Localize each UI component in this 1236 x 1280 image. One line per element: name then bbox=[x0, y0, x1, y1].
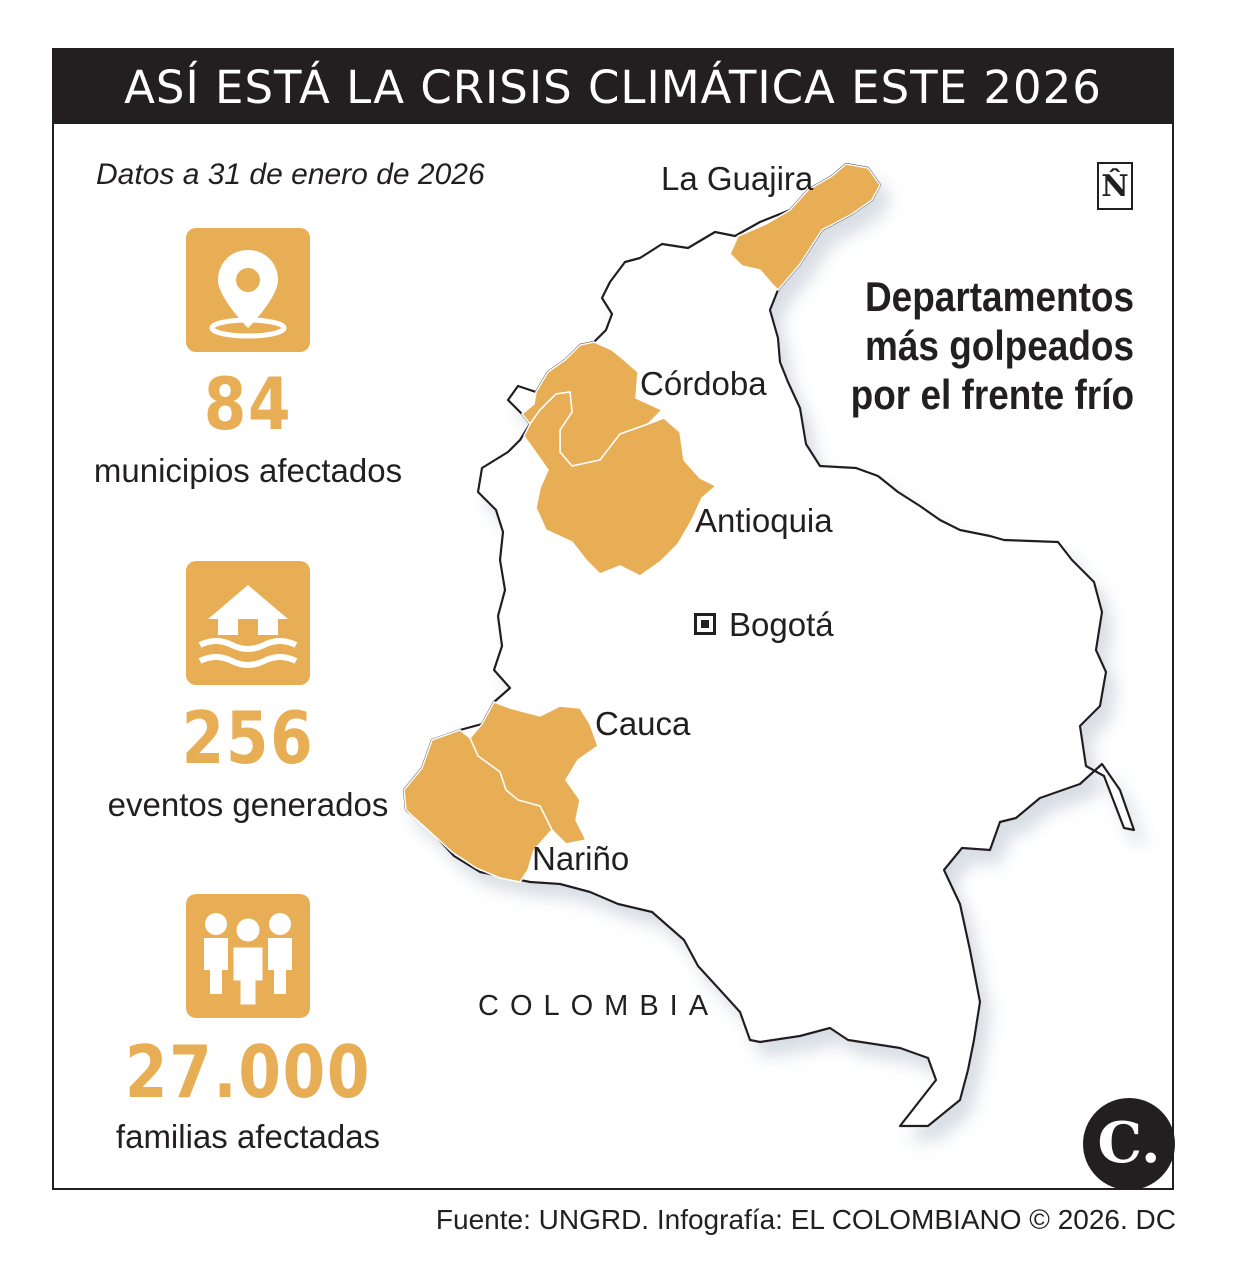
eventos-label: eventos generados bbox=[107, 786, 389, 823]
date-note: Datos a 31 de enero de 2026 bbox=[96, 158, 485, 191]
infographic-title: ASÍ ESTÁ LA CRISIS CLIMÁTICA ESTE 2026 bbox=[124, 60, 1102, 114]
label-cauca: Cauca bbox=[595, 705, 691, 742]
municipios-label: municipios afectados bbox=[93, 452, 403, 489]
source-credit: Fuente: UNGRD. Infografía: EL COLOMBIANO… bbox=[435, 1204, 1176, 1235]
department-narino bbox=[403, 729, 553, 883]
title-bar: ASÍ ESTÁ LA CRISIS CLIMÁTICA ESTE 2026 bbox=[54, 50, 1172, 124]
north-arrow-icon: N̂ bbox=[1097, 162, 1133, 210]
eventos-value: 256 bbox=[181, 696, 315, 780]
familias-label: familias afectadas bbox=[115, 1118, 381, 1155]
map-headline: Departamentos más golpeados por el frent… bbox=[851, 272, 1134, 419]
municipios-value: 84 bbox=[203, 362, 293, 446]
label-la-guajira: La Guajira bbox=[661, 160, 814, 197]
department-la-guajira bbox=[729, 163, 881, 292]
people-group-icon bbox=[186, 894, 310, 1018]
label-cordoba: Córdoba bbox=[640, 365, 767, 402]
familias-value: 27.000 bbox=[124, 1030, 372, 1114]
label-bogota: Bogotá bbox=[729, 606, 834, 643]
flooded-house-icon bbox=[186, 561, 310, 685]
location-pin-icon bbox=[186, 228, 310, 352]
country-label: COLOMBIA bbox=[478, 990, 720, 1022]
department-antioquia bbox=[523, 391, 718, 577]
capital-marker bbox=[694, 613, 716, 635]
headline-line-1: Departamentos bbox=[864, 273, 1134, 320]
headline-line-2: más golpeados bbox=[864, 322, 1134, 369]
headline-line-3: por el frente frío bbox=[850, 371, 1134, 418]
label-narino: Nariño bbox=[532, 840, 630, 877]
label-antioquia: Antioquia bbox=[695, 502, 833, 539]
el-colombiano-logo: C. bbox=[1083, 1098, 1175, 1190]
